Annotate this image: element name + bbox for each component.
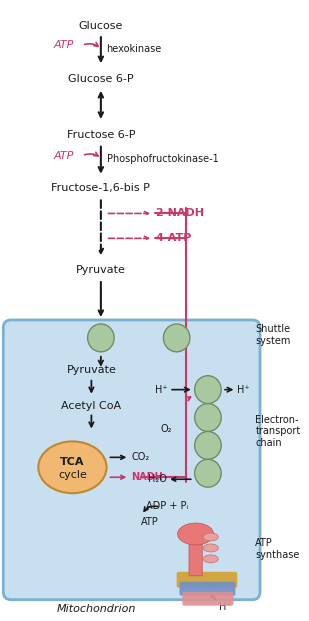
Text: Glucose 6-P: Glucose 6-P <box>68 74 134 84</box>
Text: Pyruvate: Pyruvate <box>66 365 116 374</box>
Text: Pyruvate: Pyruvate <box>76 265 126 275</box>
Text: Acetyl CoA: Acetyl CoA <box>61 401 121 410</box>
Text: Phosphofructokinase-1: Phosphofructokinase-1 <box>107 153 218 164</box>
Circle shape <box>195 460 221 487</box>
Ellipse shape <box>203 533 218 541</box>
Text: O₂: O₂ <box>161 425 172 435</box>
Text: hexokinase: hexokinase <box>107 44 162 54</box>
Text: Mitochondrion: Mitochondrion <box>57 604 136 614</box>
Text: ATP: ATP <box>141 517 159 527</box>
Circle shape <box>195 432 221 460</box>
Text: cycle: cycle <box>58 470 87 480</box>
Text: ADP + Pᵢ: ADP + Pᵢ <box>146 501 188 511</box>
Circle shape <box>163 324 190 352</box>
Text: 4 ATP: 4 ATP <box>156 233 191 243</box>
Ellipse shape <box>38 442 107 493</box>
Text: H⁺: H⁺ <box>154 384 167 394</box>
Circle shape <box>195 404 221 432</box>
Text: TCA: TCA <box>60 457 85 468</box>
Text: ATP
synthase: ATP synthase <box>255 538 300 560</box>
Circle shape <box>195 376 221 404</box>
Ellipse shape <box>178 523 214 545</box>
Text: NADH: NADH <box>131 472 163 483</box>
Circle shape <box>88 324 114 352</box>
Text: H₂O: H₂O <box>148 474 167 484</box>
Text: Fructose-1,6-bis P: Fructose-1,6-bis P <box>51 183 150 193</box>
Text: ATP: ATP <box>54 151 74 161</box>
Text: H⁺: H⁺ <box>219 602 232 612</box>
Text: Shuttle
system: Shuttle system <box>255 324 291 346</box>
Ellipse shape <box>203 544 218 552</box>
Text: Glucose: Glucose <box>79 21 123 31</box>
Text: CO₂: CO₂ <box>131 452 150 463</box>
Ellipse shape <box>203 555 218 563</box>
FancyBboxPatch shape <box>177 572 237 587</box>
Text: 2 NADH: 2 NADH <box>156 209 204 219</box>
FancyBboxPatch shape <box>189 544 202 576</box>
Text: H⁺: H⁺ <box>237 384 250 394</box>
Text: ATP: ATP <box>54 40 74 50</box>
Text: Electron-
transport
chain: Electron- transport chain <box>255 415 301 448</box>
FancyBboxPatch shape <box>180 582 235 596</box>
FancyBboxPatch shape <box>3 320 260 600</box>
Text: Fructose 6-P: Fructose 6-P <box>67 130 135 140</box>
FancyBboxPatch shape <box>182 592 234 605</box>
